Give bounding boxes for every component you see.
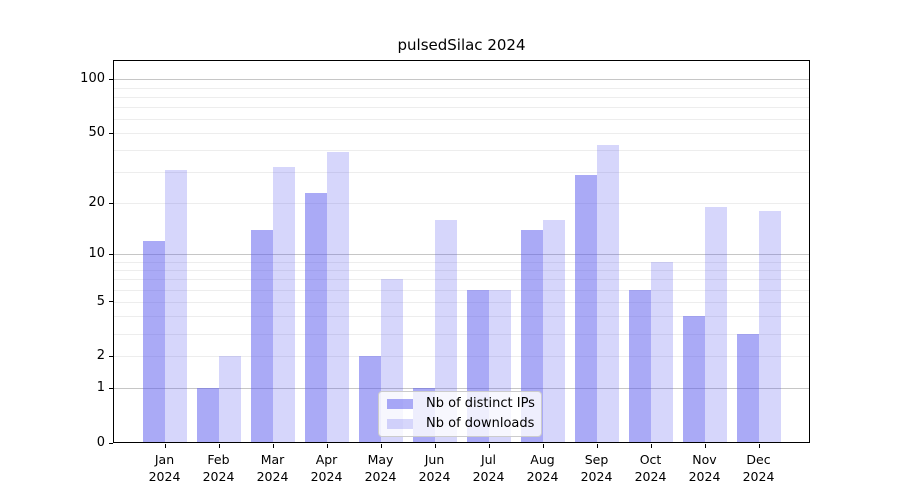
chart-title: pulsedSilac 2024 <box>397 36 526 54</box>
x-tick-label: Feb 2024 <box>202 452 235 484</box>
legend-row-downloads: Nb of downloads <box>387 416 535 431</box>
minor-gridline <box>113 203 810 205</box>
y-tick-mark <box>108 78 113 80</box>
legend-label-distinct-ips: Nb of distinct IPs <box>426 396 535 411</box>
bar-distinct-ips-feb <box>196 388 219 443</box>
x-tick-mark <box>488 443 490 448</box>
x-tick-label: Aug 2024 <box>526 452 559 484</box>
y-tick-label: 1 <box>96 380 105 396</box>
bar-distinct-ips-oct <box>628 289 651 443</box>
y-tick-label: 5 <box>96 293 105 309</box>
x-tick-mark <box>380 443 382 448</box>
bar-distinct-ips-dec <box>736 333 759 443</box>
bar-downloads-sep <box>596 144 619 443</box>
x-tick-mark <box>326 443 328 448</box>
y-tick-mark <box>108 442 113 444</box>
x-tick-mark <box>218 443 220 448</box>
minor-gridline <box>113 301 810 303</box>
y-tick-label: 2 <box>96 348 105 364</box>
x-tick-mark <box>542 443 544 448</box>
bar-downloads-nov <box>704 206 727 443</box>
y-tick-mark <box>108 132 113 134</box>
minor-gridline <box>113 261 810 263</box>
minor-gridline <box>113 150 810 152</box>
legend-row-distinct-ips: Nb of distinct IPs <box>387 396 535 411</box>
minor-gridline <box>113 333 810 335</box>
y-tick-label: 10 <box>88 246 105 261</box>
y-tick-label: 20 <box>88 195 105 211</box>
legend: Nb of distinct IPs Nb of downloads <box>378 391 542 437</box>
y-tick-label: 0 <box>96 435 105 450</box>
minor-gridline <box>113 172 810 174</box>
y-tick-mark <box>108 202 113 204</box>
minor-gridline <box>113 279 810 281</box>
bar-distinct-ips-apr <box>304 192 327 443</box>
y-tick-mark <box>108 253 113 255</box>
x-tick-mark <box>704 443 706 448</box>
bar-downloads-oct <box>650 261 673 443</box>
major-gridline <box>113 388 810 390</box>
bar-downloads-aug <box>542 219 565 443</box>
x-tick-label: Nov 2024 <box>688 452 721 484</box>
x-tick-label: Jul 2024 <box>472 452 505 484</box>
y-tick-mark <box>108 387 113 390</box>
minor-gridline <box>113 119 810 120</box>
x-tick-label: Sep 2024 <box>580 452 613 484</box>
legend-swatch-distinct-ips <box>387 399 413 409</box>
minor-gridline <box>113 289 810 291</box>
minor-gridline <box>113 133 810 135</box>
minor-gridline <box>113 87 810 89</box>
x-tick-label: May 2024 <box>364 452 397 484</box>
bar-distinct-ips-mar <box>250 229 273 443</box>
minor-gridline <box>113 96 810 98</box>
x-tick-mark <box>434 443 436 448</box>
legend-swatch-downloads <box>387 419 413 429</box>
x-tick-mark <box>650 443 652 448</box>
x-tick-label: Jan 2024 <box>148 452 181 484</box>
major-gridline <box>113 79 810 81</box>
bar-downloads-jun <box>434 219 457 443</box>
x-tick-mark <box>758 443 760 448</box>
bar-distinct-ips-nov <box>682 316 705 443</box>
bar-downloads-mar <box>272 167 295 443</box>
x-tick-mark <box>596 443 598 448</box>
x-tick-label: Oct 2024 <box>634 452 667 484</box>
minor-gridline <box>113 269 810 271</box>
legend-label-downloads: Nb of downloads <box>426 416 535 431</box>
y-tick-mark <box>108 355 113 358</box>
minor-gridline <box>113 356 810 358</box>
x-tick-label: Mar 2024 <box>256 452 289 484</box>
x-tick-label: Jun 2024 <box>418 452 451 484</box>
x-tick-mark <box>272 443 274 448</box>
x-tick-mark <box>164 443 166 448</box>
x-tick-label: Dec 2024 <box>742 452 775 484</box>
bar-downloads-feb <box>218 356 241 443</box>
y-tick-label: 50 <box>88 125 105 141</box>
bar-distinct-ips-sep <box>574 175 597 443</box>
bar-distinct-ips-aug <box>520 229 543 443</box>
bar-downloads-dec <box>758 210 781 443</box>
x-tick-label: Apr 2024 <box>310 452 343 484</box>
bar-distinct-ips-jan <box>142 240 165 443</box>
major-gridline <box>113 254 810 255</box>
bar-distinct-ips-may <box>358 356 381 443</box>
minor-gridline <box>113 107 810 109</box>
bar-downloads-jan <box>164 169 187 443</box>
y-tick-mark <box>108 301 113 303</box>
bar-downloads-apr <box>326 152 349 443</box>
y-tick-label: 100 <box>80 71 105 87</box>
minor-gridline <box>113 316 810 318</box>
